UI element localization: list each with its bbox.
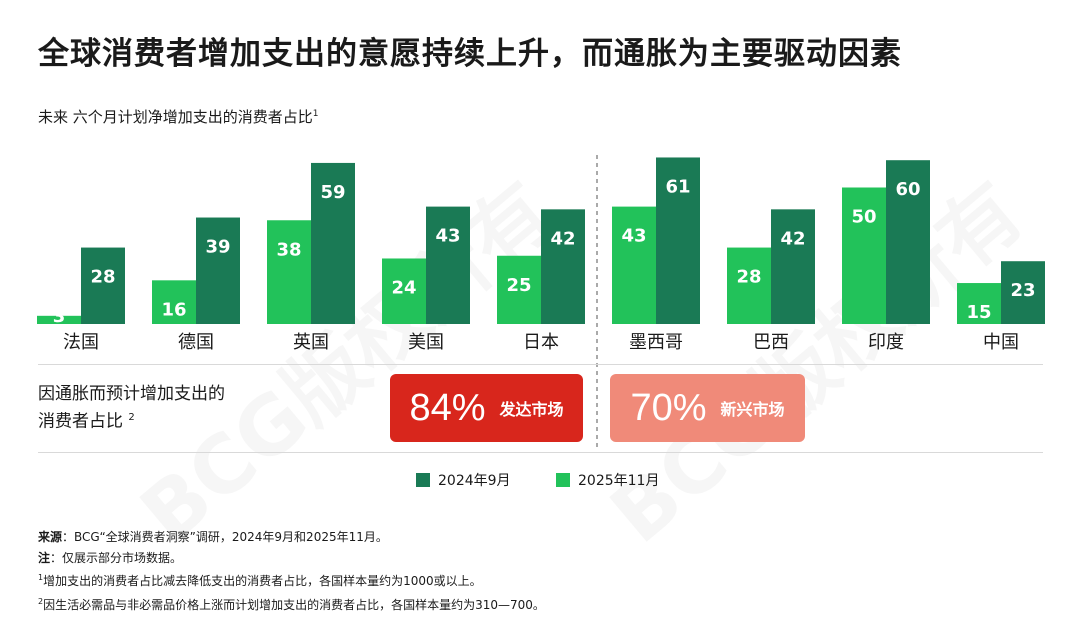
footnote-1: 1增加支出的消费者占比减去降低支出的消费者占比，各国样本量约为1000或以上。 — [38, 573, 482, 588]
bar-2024-日本 — [541, 209, 585, 324]
bar-2024-印度 — [886, 160, 930, 324]
legend-swatch — [416, 473, 430, 487]
emerging-market-badge: 70% 新兴市场 — [610, 374, 805, 442]
developed-market-badge: 84% 发达市场 — [390, 374, 583, 442]
data-label: 23 — [1010, 280, 1035, 301]
chart-subtitle: 未来 六个月计划净增加支出的消费者占比1 — [38, 108, 319, 126]
data-label: 42 — [550, 228, 575, 249]
bar-2025-美国 — [382, 258, 426, 324]
data-label: 43 — [621, 226, 646, 247]
bar-2024-德国 — [196, 217, 240, 324]
footnote-2: 2因生活必需品与非必需品价格上涨而计划增加支出的消费者占比，各国样本量约为310… — [38, 596, 545, 612]
category-label: 德国 — [178, 332, 214, 353]
category-label: 中国 — [983, 332, 1019, 353]
bar-2025-日本 — [497, 255, 541, 324]
bar-2024-美国 — [426, 206, 470, 324]
general-note: 注：仅展示部分市场数据。 — [38, 550, 183, 565]
data-label: 59 — [320, 182, 345, 203]
legend-item-2024: 2024年9月 — [416, 470, 511, 490]
developed-market-value: 84% — [409, 386, 486, 429]
legend-item-2025: 2025年11月 — [556, 470, 659, 490]
data-label: 39 — [205, 237, 230, 258]
bar-2025-印度 — [842, 187, 886, 324]
bar-2024-英国 — [311, 162, 355, 324]
data-label: 25 — [506, 275, 531, 296]
data-label: 60 — [895, 179, 920, 200]
category-label: 日本 — [523, 332, 559, 353]
bar-2025-墨西哥 — [612, 206, 656, 324]
bar-2024-墨西哥 — [656, 157, 700, 324]
data-label: 50 — [851, 207, 876, 228]
data-label: 3 — [53, 306, 66, 327]
data-label: 15 — [966, 302, 991, 323]
page-title: 全球消费者增加支出的意愿持续上升，而通胀为主要驱动因素 — [38, 36, 902, 72]
data-label: 28 — [90, 267, 115, 288]
bar-2024-中国 — [1001, 261, 1045, 324]
category-label: 英国 — [293, 332, 329, 353]
chart-legend: 2024年9月 2025年11月 — [0, 468, 1080, 490]
divider-line — [38, 364, 1043, 365]
category-label: 美国 — [408, 332, 444, 353]
footnotes: 来源：BCG“全球消费者洞察”调研，2024年9月和2025年11月。 注：仅展… — [38, 527, 545, 615]
bar-2025-法国 — [37, 315, 81, 324]
category-label: 墨西哥 — [629, 332, 683, 353]
data-label: 61 — [665, 176, 690, 197]
emerging-market-value: 70% — [630, 386, 707, 429]
legend-swatch — [556, 473, 570, 487]
category-label: 印度 — [868, 332, 904, 353]
category-label: 法国 — [63, 332, 99, 353]
developed-market-label: 发达市场 — [499, 400, 564, 419]
bar-2025-德国 — [152, 280, 196, 324]
bar-2025-英国 — [267, 220, 311, 324]
bar-2025-中国 — [957, 283, 1001, 324]
data-label: 28 — [736, 267, 761, 288]
source-note: 来源：BCG“全球消费者洞察”调研，2024年9月和2025年11月。 — [38, 530, 388, 544]
bar-2024-巴西 — [771, 209, 815, 324]
data-label: 16 — [161, 299, 186, 320]
inflation-row-label: 因通胀而预计增加支出的 消费者占比 2 — [38, 384, 225, 432]
data-label: 24 — [391, 277, 416, 298]
bar-2024-法国 — [81, 247, 125, 324]
data-label: 38 — [276, 239, 301, 260]
divider-line — [38, 452, 1043, 453]
category-label: 巴西 — [753, 332, 789, 353]
bar-2025-巴西 — [727, 247, 771, 324]
data-label: 43 — [435, 226, 460, 247]
emerging-market-label: 新兴市场 — [720, 400, 785, 419]
data-label: 42 — [780, 228, 805, 249]
